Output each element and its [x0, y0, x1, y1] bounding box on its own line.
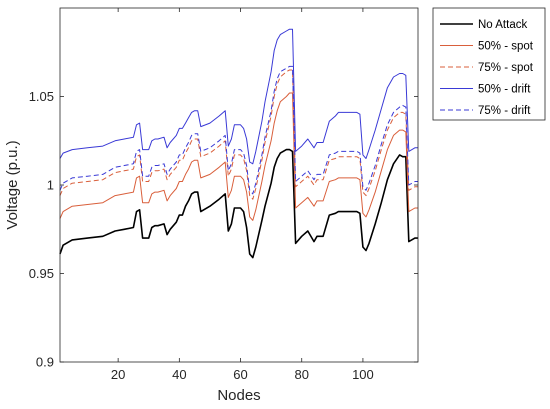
x-tick-label: 20: [111, 367, 125, 382]
y-tick-label: 0.95: [29, 266, 54, 281]
legend-label: 50% - drift: [478, 84, 531, 96]
series-line-1: [59, 92, 418, 221]
x-tick-label: 40: [172, 367, 186, 382]
legend-label: 50% - spot: [478, 41, 534, 53]
x-tick-label: 60: [233, 367, 247, 382]
series-line-2: [59, 69, 418, 200]
y-axis-label: Voltage (p.u.): [4, 140, 21, 229]
x-axis-label: Nodes: [217, 387, 260, 404]
series-layer: [59, 28, 418, 259]
tick-layer: 20 40 60 80 100 0.9 0.95 1 1.05: [29, 8, 418, 382]
legend-item: 75% - drift: [440, 105, 531, 117]
legend-item: No Attack: [440, 19, 527, 31]
legend-label: 75% - spot: [478, 62, 534, 74]
legend-item: 75% - spot: [440, 62, 534, 74]
legend: No Attack 50% - spot 75% - spot 50% - drift…: [432, 7, 546, 121]
legend-box: [432, 7, 546, 121]
series-line-3: [59, 28, 418, 165]
plot-area: [60, 8, 418, 362]
legend-item: 50% - spot: [440, 41, 534, 53]
y-tick-label: 0.9: [36, 355, 54, 370]
x-tick-label: 100: [352, 367, 374, 382]
legend-label: No Attack: [478, 19, 527, 31]
x-tick-label: 80: [294, 367, 308, 382]
legend-label: 75% - drift: [478, 105, 531, 117]
legend-item: 50% - drift: [440, 84, 531, 96]
series-line-4: [59, 65, 418, 195]
y-tick-label: 1.05: [29, 89, 54, 104]
y-tick-label: 1: [47, 178, 54, 193]
series-line-0: [59, 148, 418, 259]
